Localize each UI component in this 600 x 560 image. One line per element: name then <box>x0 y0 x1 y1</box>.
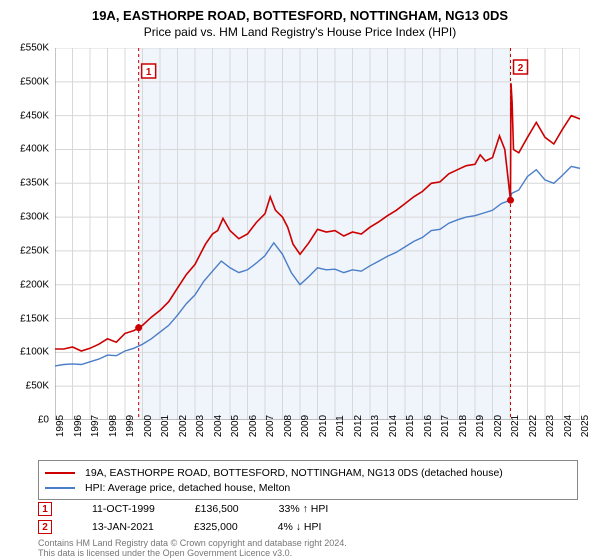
footnote: Contains HM Land Registry data © Crown c… <box>38 538 578 559</box>
x-tick-label: 1996 <box>73 415 84 437</box>
x-axis: 1995199619971998199920002001200220032004… <box>55 420 580 460</box>
x-tick-label: 2002 <box>178 415 189 437</box>
x-tick-label: 2023 <box>545 415 556 437</box>
x-tick-label: 2008 <box>283 415 294 437</box>
x-tick-label: 1998 <box>108 415 119 437</box>
x-tick-label: 1995 <box>55 415 66 437</box>
legend: 19A, EASTHORPE ROAD, BOTTESFORD, NOTTING… <box>38 460 578 500</box>
y-tick-label: £100K <box>20 347 49 358</box>
footnote-line-2: This data is licensed under the Open Gov… <box>38 548 578 558</box>
x-tick-label: 2022 <box>528 415 539 437</box>
sale-date-2: 13-JAN-2021 <box>92 521 154 533</box>
legend-row-property: 19A, EASTHORPE ROAD, BOTTESFORD, NOTTING… <box>45 465 571 480</box>
y-tick-label: £150K <box>20 313 49 324</box>
y-axis: £0£50K£100K£150K£200K£250K£300K£350K£400… <box>0 48 55 420</box>
x-tick-label: 2005 <box>230 415 241 437</box>
y-tick-label: £300K <box>20 212 49 223</box>
sale-pct-1: 33% ↑ HPI <box>279 503 329 515</box>
plot-svg: 12 <box>55 48 580 420</box>
legend-row-hpi: HPI: Average price, detached house, Melt… <box>45 480 571 495</box>
x-tick-label: 2016 <box>423 415 434 437</box>
x-tick-label: 2024 <box>563 415 574 437</box>
sale-pct-2: 4% ↓ HPI <box>278 521 322 533</box>
svg-text:2: 2 <box>518 63 524 74</box>
y-tick-label: £50K <box>26 381 49 392</box>
x-tick-label: 2006 <box>248 415 259 437</box>
y-tick-label: £500K <box>20 76 49 87</box>
x-tick-label: 2019 <box>475 415 486 437</box>
y-tick-label: £350K <box>20 178 49 189</box>
x-tick-label: 2021 <box>510 415 521 437</box>
sale-price-2: £325,000 <box>194 521 238 533</box>
y-tick-label: £250K <box>20 245 49 256</box>
x-tick-label: 2013 <box>370 415 381 437</box>
x-tick-label: 2003 <box>195 415 206 437</box>
x-tick-label: 2025 <box>580 415 591 437</box>
chart-container: 19A, EASTHORPE ROAD, BOTTESFORD, NOTTING… <box>0 0 600 560</box>
legend-label-property: 19A, EASTHORPE ROAD, BOTTESFORD, NOTTING… <box>85 467 503 479</box>
y-tick-label: £0 <box>38 415 49 426</box>
sale-date-1: 11-OCT-1999 <box>92 503 155 515</box>
svg-text:1: 1 <box>146 67 152 78</box>
x-tick-label: 2018 <box>458 415 469 437</box>
footnote-line-1: Contains HM Land Registry data © Crown c… <box>38 538 578 548</box>
sale-row-1: 1 11-OCT-1999 £136,500 33% ↑ HPI <box>38 500 578 518</box>
marker-box-1: 1 <box>38 502 52 516</box>
sale-price-1: £136,500 <box>195 503 239 515</box>
x-tick-label: 2012 <box>353 415 364 437</box>
legend-label-hpi: HPI: Average price, detached house, Melt… <box>85 482 290 494</box>
plot-area: 12 <box>55 48 580 420</box>
sale-annotations: 1 11-OCT-1999 £136,500 33% ↑ HPI 2 13-JA… <box>38 500 578 536</box>
chart-title: 19A, EASTHORPE ROAD, BOTTESFORD, NOTTING… <box>0 0 600 23</box>
x-tick-label: 2004 <box>213 415 224 437</box>
x-tick-label: 2014 <box>388 415 399 437</box>
x-tick-label: 1997 <box>90 415 101 437</box>
y-tick-label: £450K <box>20 110 49 121</box>
legend-swatch-property <box>45 472 75 474</box>
x-tick-label: 2017 <box>440 415 451 437</box>
chart-subtitle: Price paid vs. HM Land Registry's House … <box>0 23 600 39</box>
x-tick-label: 1999 <box>125 415 136 437</box>
x-tick-label: 2009 <box>300 415 311 437</box>
x-tick-label: 2015 <box>405 415 416 437</box>
y-tick-label: £200K <box>20 279 49 290</box>
legend-swatch-hpi <box>45 487 75 489</box>
x-tick-label: 2020 <box>493 415 504 437</box>
x-tick-label: 2010 <box>318 415 329 437</box>
y-tick-label: £550K <box>20 43 49 54</box>
x-tick-label: 2000 <box>143 415 154 437</box>
y-tick-label: £400K <box>20 144 49 155</box>
x-tick-label: 2007 <box>265 415 276 437</box>
marker-box-2: 2 <box>38 520 52 534</box>
sale-row-2: 2 13-JAN-2021 £325,000 4% ↓ HPI <box>38 518 578 536</box>
x-tick-label: 2001 <box>160 415 171 437</box>
x-tick-label: 2011 <box>335 415 346 437</box>
